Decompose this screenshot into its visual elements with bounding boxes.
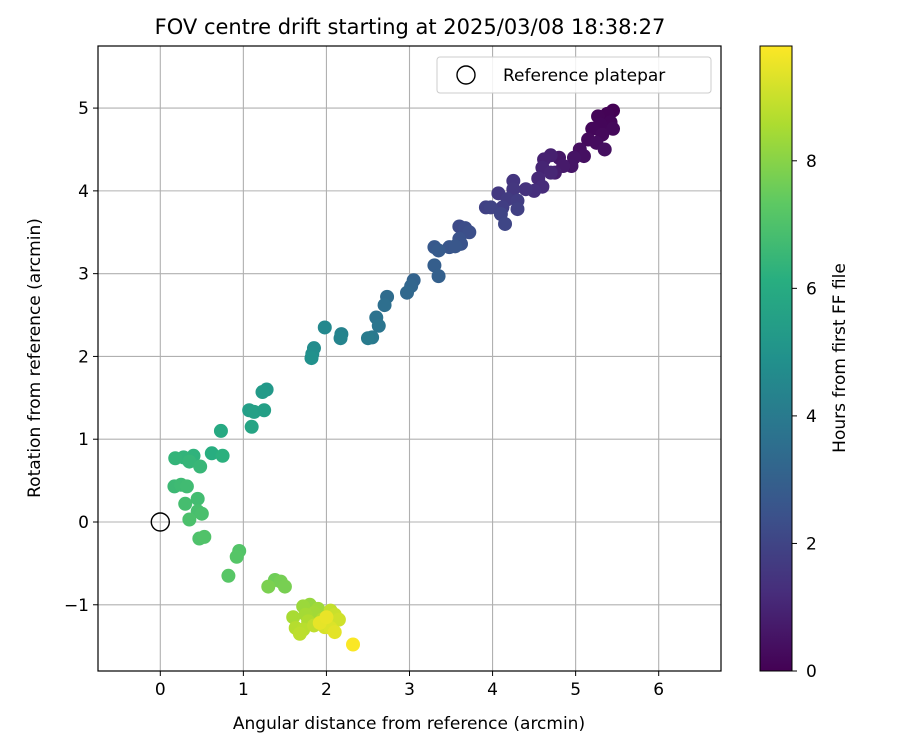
colorbar-tick-label-0: 0 — [806, 662, 817, 682]
data-point-43 — [448, 239, 463, 254]
data-point-47 — [431, 269, 446, 284]
colorbar-label: Hours from first FF file — [830, 263, 850, 453]
data-point-84 — [182, 512, 197, 527]
data-point-111 — [327, 625, 342, 640]
data-point-113 — [319, 610, 334, 625]
data-point-52 — [377, 298, 392, 313]
data-point-92 — [277, 579, 292, 594]
data-point-64 — [255, 385, 270, 400]
y-tick-label-4: 3 — [78, 265, 89, 285]
x-axis-ticks: 0 1 2 3 4 5 6 — [155, 671, 664, 700]
x-tick-label-0: 0 — [155, 680, 166, 700]
y-tick-label-6: 5 — [78, 99, 89, 119]
x-tick-label-2: 2 — [321, 680, 332, 700]
data-point-114 — [346, 637, 361, 652]
data-point-81 — [178, 496, 193, 511]
colorbar-ticks: 0 2 4 6 8 — [792, 152, 817, 682]
reference-platepar-marker — [150, 512, 171, 532]
y-tick-label-5: 4 — [78, 182, 89, 202]
legend-marker-icon — [456, 65, 476, 85]
data-point-99 — [286, 610, 301, 625]
data-point-54 — [371, 318, 386, 333]
data-point-11 — [597, 142, 612, 157]
chart-title: FOV centre drift starting at 2025/03/08 … — [155, 15, 666, 39]
data-point-93 — [261, 579, 276, 594]
y-tick-label-1: 0 — [78, 513, 89, 533]
x-tick-label-4: 4 — [487, 680, 498, 700]
y-axis-ticks: −1 0 1 2 3 4 5 — [64, 99, 98, 616]
x-tick-label-3: 3 — [404, 680, 415, 700]
colorbar-tick-label-2: 4 — [806, 407, 817, 427]
data-point-89 — [221, 568, 236, 583]
legend: Reference platepar — [436, 56, 712, 94]
colorbar-tick-label-3: 6 — [806, 279, 817, 299]
x-tick-label-1: 1 — [238, 680, 249, 700]
data-point-21 — [543, 165, 558, 180]
data-points — [167, 103, 621, 652]
colorbar-tick-label-4: 8 — [806, 152, 817, 172]
data-point-46 — [427, 258, 442, 273]
data-point-32 — [510, 202, 525, 217]
data-point-6 — [606, 121, 621, 136]
legend-box — [436, 56, 712, 94]
data-point-76 — [193, 459, 208, 474]
data-point-58 — [333, 331, 348, 346]
data-point-45 — [431, 243, 446, 258]
data-point-50 — [400, 285, 415, 300]
data-point-80 — [190, 491, 205, 506]
colorbar-tick-label-1: 2 — [806, 534, 817, 554]
y-tick-label-2: 1 — [78, 430, 89, 450]
data-point-75 — [182, 454, 197, 469]
grid — [98, 46, 721, 671]
data-point-88 — [229, 549, 244, 564]
data-point-56 — [360, 331, 375, 346]
colorbar: 0 2 4 6 8 Hours from first FF file — [759, 45, 850, 682]
data-point-67 — [257, 403, 272, 418]
y-tick-label-3: 2 — [78, 347, 89, 367]
x-axis-label: Angular distance from reference (arcmin) — [233, 714, 585, 734]
data-point-25 — [518, 182, 533, 197]
data-point-70 — [204, 446, 219, 461]
y-tick-label-0: −1 — [64, 596, 89, 616]
colorbar-gradient — [759, 45, 793, 672]
data-point-104 — [292, 626, 307, 641]
data-point-34 — [483, 200, 498, 215]
data-point-62 — [304, 351, 319, 366]
data-point-79 — [179, 479, 194, 494]
data-point-68 — [244, 419, 259, 434]
data-point-83 — [194, 506, 209, 521]
data-point-59 — [317, 320, 332, 335]
data-point-36 — [498, 216, 513, 231]
legend-label: Reference platepar — [503, 66, 665, 86]
y-axis-label: Rotation from reference (arcmin) — [25, 218, 45, 498]
data-point-74 — [168, 451, 183, 466]
data-point-71 — [215, 448, 230, 463]
data-point-86 — [197, 529, 212, 544]
data-point-69 — [213, 423, 228, 438]
x-tick-label-5: 5 — [570, 680, 581, 700]
data-point-39 — [462, 225, 477, 240]
x-tick-label-6: 6 — [653, 680, 664, 700]
